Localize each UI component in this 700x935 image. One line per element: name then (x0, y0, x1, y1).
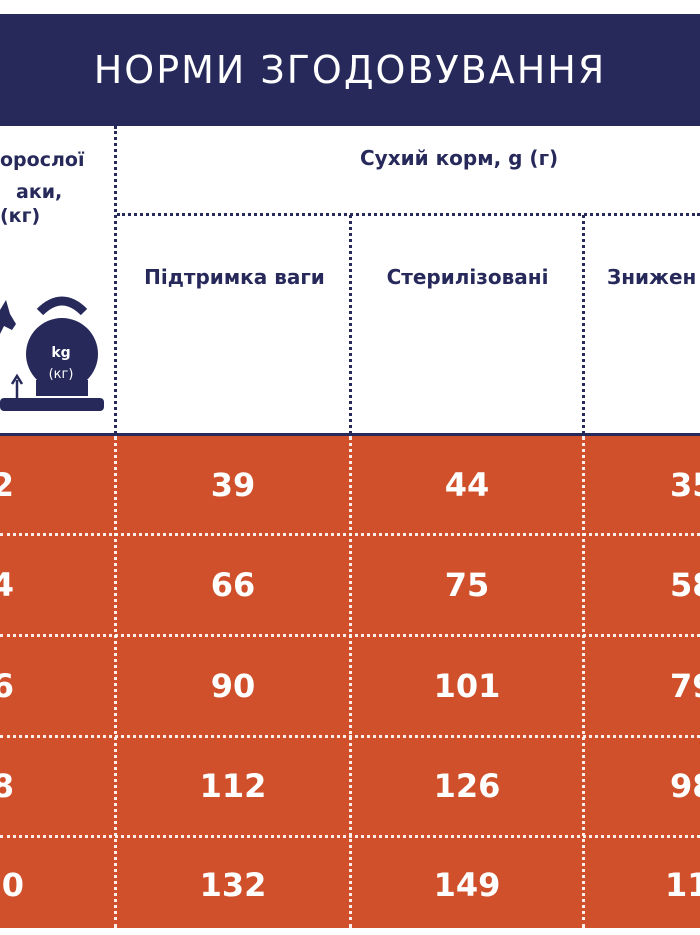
sterilized-cell: 126 (433, 767, 501, 805)
table-row: 8 112 126 98 (0, 737, 700, 835)
reduced-cell: 98 (670, 767, 700, 805)
weight-cell: 10 (0, 866, 24, 904)
header-divider (114, 126, 117, 434)
table-row: 2 39 44 35 (0, 436, 700, 534)
reduced-cell: 11 (665, 866, 700, 904)
reduced-cell: 35 (670, 466, 700, 504)
header-bottom-rule (0, 433, 700, 436)
header-divider (582, 215, 585, 434)
maintenance-cell: 66 (210, 566, 256, 604)
weight-cell: 2 (0, 466, 14, 504)
weight-header-line-1: орослої (0, 149, 85, 171)
column-header-reduced: Знижен (607, 265, 697, 289)
table-row: 4 66 75 58 (0, 536, 700, 634)
row-divider (0, 634, 700, 637)
row-divider (0, 835, 700, 838)
sterilized-cell: 75 (444, 566, 490, 604)
column-header-sterilized: Стерилізовані (386, 265, 549, 289)
maintenance-cell: 112 (199, 767, 267, 805)
column-header-weight-maintenance: Підтримка ваги (144, 265, 325, 289)
maintenance-cell: 90 (210, 667, 256, 705)
header-divider (349, 215, 352, 434)
table-row: 10 132 149 11 (0, 836, 700, 934)
dry-food-header: Сухий корм, g (г) (360, 146, 559, 170)
table-row: 6 90 101 79 (0, 637, 700, 735)
sterilized-cell: 101 (433, 667, 501, 705)
sterilized-cell: 44 (444, 466, 490, 504)
sterilized-cell: 149 (433, 866, 501, 904)
maintenance-cell: 39 (210, 466, 256, 504)
row-divider (0, 533, 700, 536)
weight-cell: 8 (0, 767, 14, 805)
row-divider (0, 735, 700, 738)
page-title-banner: НОРМИ ЗГОДОВУВАННЯ (0, 14, 700, 126)
reduced-cell: 58 (670, 566, 700, 604)
header-divider (117, 213, 700, 216)
weight-cell: 4 (0, 566, 14, 604)
weight-header-line-2: аки, (16, 181, 63, 203)
icon-kg-sublabel: (кг) (49, 367, 74, 382)
column-divider (582, 436, 585, 928)
maintenance-cell: 132 (199, 866, 267, 904)
weight-cell: 6 (0, 667, 14, 705)
column-divider (349, 436, 352, 928)
icon-kg-label: kg (51, 345, 70, 361)
reduced-cell: 79 (670, 667, 700, 705)
page-title: НОРМИ ЗГОДОВУВАННЯ (93, 48, 607, 92)
bottom-margin (0, 928, 700, 935)
column-divider (114, 436, 117, 928)
dog-kettlebell-icon: kg (кг) (0, 296, 104, 411)
weight-header-line-3: (кг) (0, 205, 41, 227)
